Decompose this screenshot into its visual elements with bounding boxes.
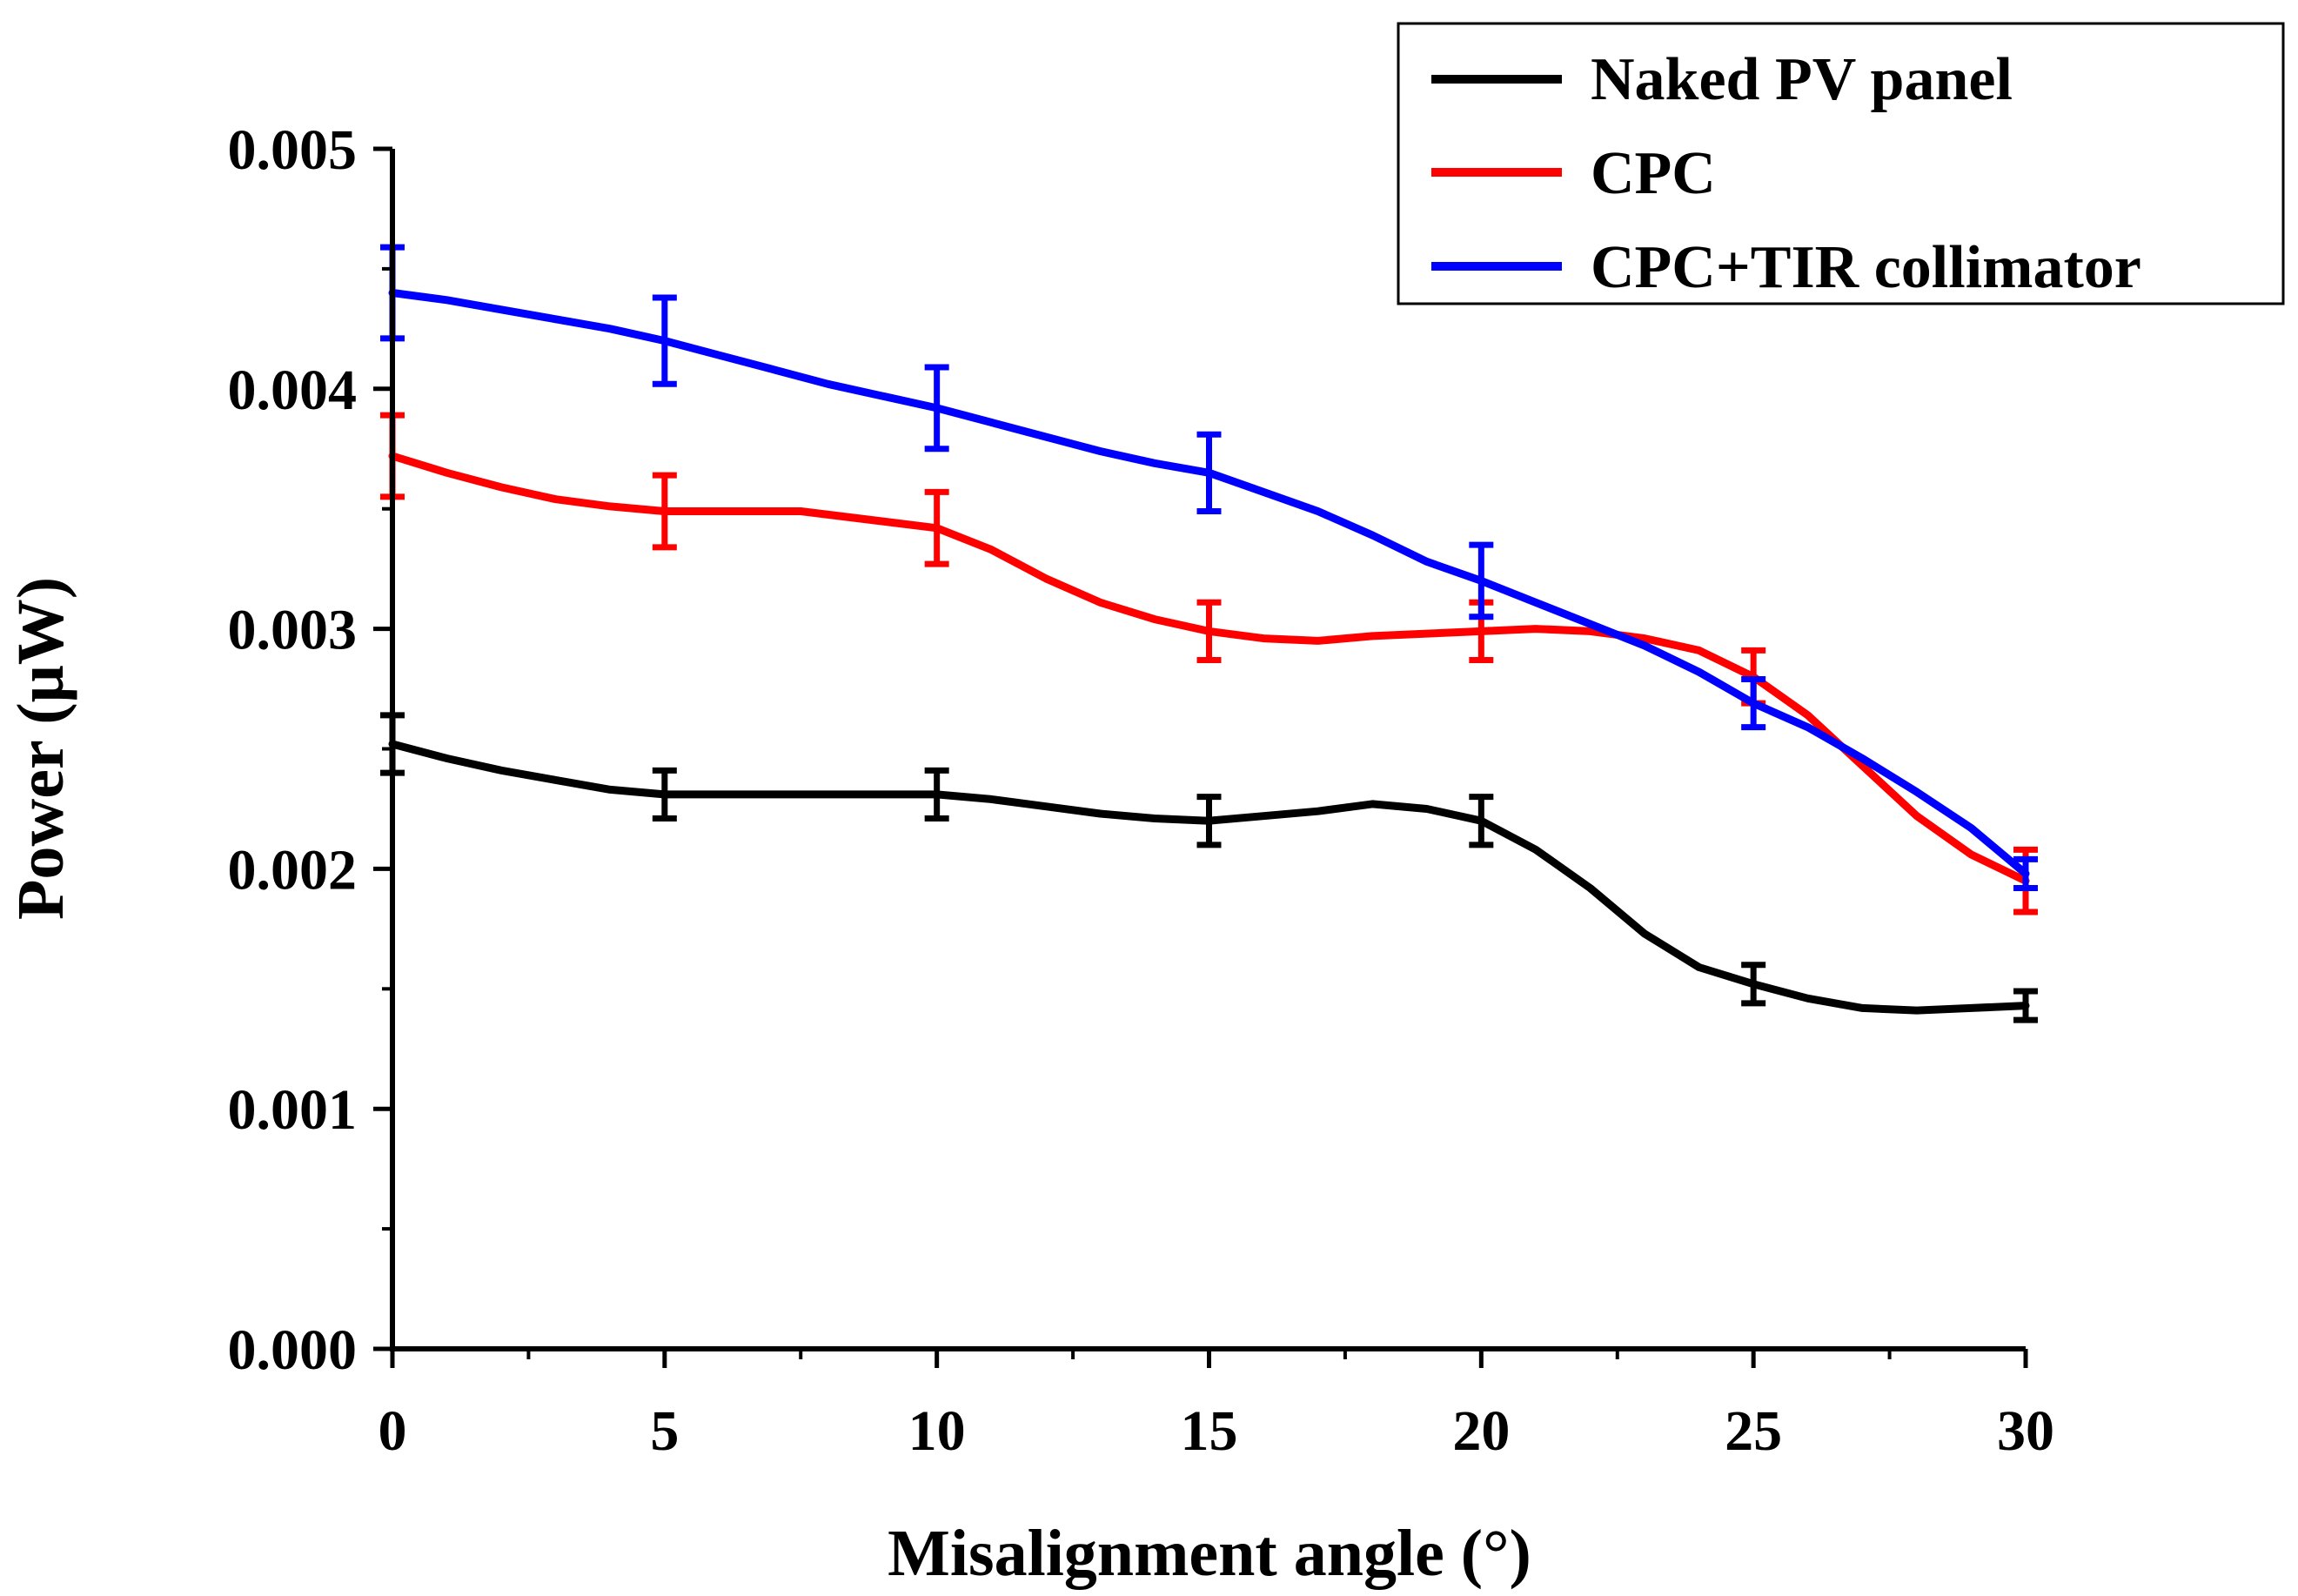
x-tick-label: 0	[379, 1399, 407, 1463]
data-point	[1196, 794, 1222, 848]
x-axis-title: Misalignment angle (°)	[888, 1517, 1531, 1590]
y-tick-label: 0.005	[228, 118, 358, 182]
data-point	[1196, 431, 1222, 514]
legend-label: Naked PV panel	[1591, 46, 2013, 113]
data-point	[1741, 962, 1766, 1007]
data-point	[1196, 599, 1222, 663]
legend: Naked PV panel CPC CPC+TIR collimator	[1397, 22, 2285, 305]
legend-entry-cpc: CPC	[1431, 140, 1716, 207]
legend-label: CPC	[1591, 140, 1716, 207]
legend-label: CPC+TIR collimator	[1591, 234, 2141, 301]
data-point	[1741, 676, 1766, 731]
data-point	[2013, 855, 2038, 891]
data-point	[924, 767, 949, 821]
data-point	[652, 767, 677, 821]
series-0	[380, 712, 2038, 1023]
y-tick-label: 0.001	[228, 1078, 358, 1142]
legend-box	[1397, 22, 2285, 305]
x-tick-label: 10	[908, 1399, 966, 1463]
series-line	[388, 740, 2030, 1015]
data-point	[1469, 541, 1494, 620]
x-tick-label: 5	[650, 1399, 679, 1463]
x-tick-label: 30	[1997, 1399, 2054, 1463]
y-tick-label: 0.000	[228, 1318, 358, 1382]
series-line	[388, 452, 2030, 885]
legend-entry-naked-pv-panel: Naked PV panel	[1431, 46, 2013, 113]
series-layer	[380, 244, 2038, 1023]
y-axis-title: Power (μW)	[4, 577, 77, 920]
data-point	[924, 364, 949, 453]
data-point	[652, 472, 677, 551]
y-tick-label: 0.004	[228, 359, 358, 422]
x-tick-label: 25	[1725, 1399, 1782, 1463]
data-point	[1469, 794, 1494, 848]
data-point	[2013, 988, 2038, 1023]
ticks-layer: 0 5 10 15 20 25 30 0.000 0.001 0.002 0.003 0.004 0.0…	[228, 118, 2055, 1463]
y-tick-label: 0.002	[228, 838, 358, 902]
x-tick-label: 20	[1452, 1399, 1510, 1463]
data-point	[652, 294, 677, 387]
y-tick-label: 0.003	[228, 599, 358, 662]
legend-entry-cpc-tir-collimator: CPC+TIR collimator	[1431, 234, 2141, 301]
data-point	[924, 488, 949, 567]
x-tick-label: 15	[1181, 1399, 1238, 1463]
